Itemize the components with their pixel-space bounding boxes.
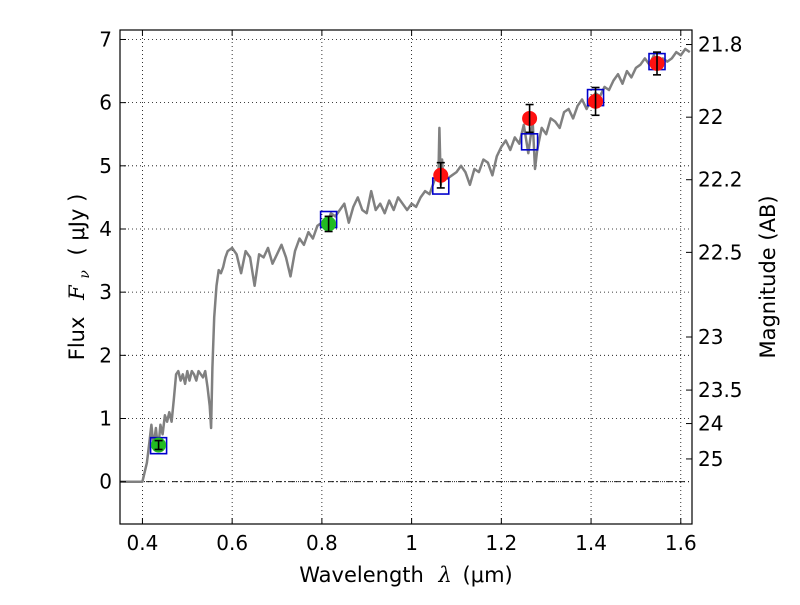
grid-lines [120,30,692,524]
y2-tick-label: 23 [698,325,723,349]
y-axis-label-unit: ( μJy ) [65,194,89,256]
y2-tick-label: 25 [698,447,723,471]
y-axis-label-subscript: ν [77,270,93,279]
x-tick-label: 0.8 [306,531,338,555]
y-tick-label: 3 [99,280,112,304]
spectrum-line [120,47,691,483]
y-axis-label: Flux F ν ( μJy ) [65,194,94,361]
model-photometry-square [520,133,539,151]
x-axis-label: Wavelength λ (μm) [299,563,512,587]
y2-tick-label: 22 [698,105,723,129]
y-tick-label: 6 [99,91,112,115]
y-tick-label: 7 [99,27,112,51]
y2-axis-label: Magnitude (AB) [756,195,780,358]
x-tick-label: 1.4 [575,531,607,555]
x-tick-label: 0.6 [216,531,248,555]
y-tick-label: 5 [99,154,112,178]
y2-tick-label: 21.8 [698,33,743,57]
x-axis-label-symbol: λ [438,563,452,587]
y-tick-label: 4 [99,217,112,241]
y-tick-label: 2 [99,343,112,367]
y-axis-label-symbol: F [65,284,89,301]
x-tick-label: 1.2 [485,531,517,555]
y2-tick-label: 22.5 [698,240,743,264]
plot-frame [119,29,693,525]
y-tick-label: 0 [99,470,112,494]
plot-area [120,47,691,483]
y2-tick-label: 22.2 [698,168,743,192]
y2-tick-label: 23.5 [698,378,743,402]
x-tick-label: 0.4 [127,531,159,555]
y-axis-label-text: Flux [65,317,89,361]
y2-tick-label: 24 [698,412,723,436]
y-tick-label: 1 [99,407,112,431]
x-axis-label-text: Wavelength [299,563,424,587]
x-tick-label: 1.6 [665,531,697,555]
x-axis-label-unit: (μm) [463,563,513,587]
x-tick-label: 1 [405,531,418,555]
